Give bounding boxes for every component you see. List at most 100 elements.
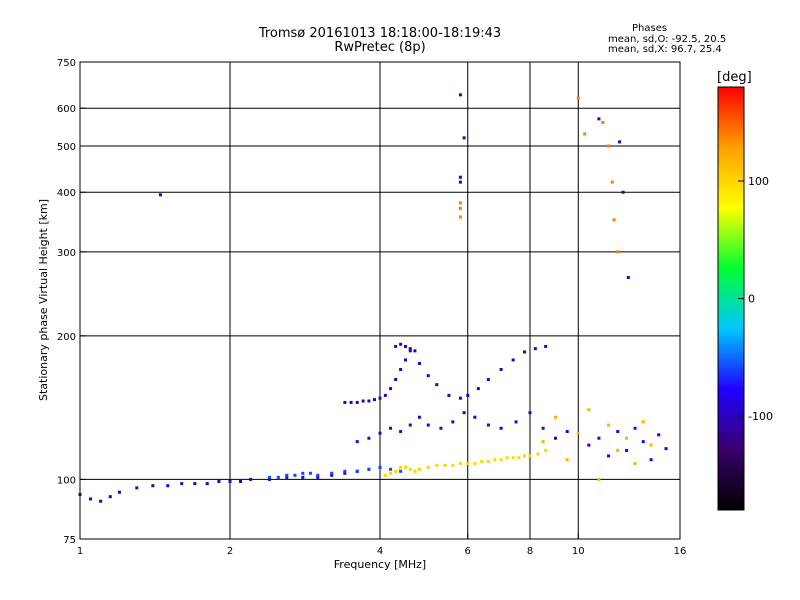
data-point bbox=[394, 377, 398, 381]
x-axis-label: Frequency [MHz] bbox=[334, 558, 426, 571]
data-point bbox=[597, 436, 601, 440]
data-point bbox=[587, 408, 591, 412]
data-point bbox=[443, 463, 447, 467]
data-point bbox=[466, 393, 470, 397]
data-point bbox=[399, 469, 403, 473]
y-tick-label: 300 bbox=[57, 248, 76, 259]
data-point bbox=[458, 215, 462, 219]
data-point bbox=[361, 399, 365, 403]
data-point bbox=[664, 447, 668, 451]
data-point bbox=[394, 344, 398, 348]
data-point bbox=[544, 344, 548, 348]
data-point bbox=[267, 475, 271, 479]
axis-ticks: 1 2 4 6 8 10 16 75 100 200 300 400 500 600 750 bbox=[57, 58, 686, 557]
x-tick-label: 6 bbox=[465, 546, 471, 557]
data-point bbox=[618, 140, 622, 144]
data-point bbox=[505, 456, 509, 460]
data-points bbox=[78, 93, 668, 503]
data-point bbox=[108, 495, 112, 499]
data-point bbox=[451, 463, 455, 467]
data-point bbox=[607, 454, 611, 458]
data-point bbox=[316, 475, 320, 479]
data-point bbox=[458, 180, 462, 184]
data-point bbox=[367, 467, 371, 471]
data-point bbox=[499, 426, 503, 430]
data-point bbox=[523, 454, 527, 458]
colorbar-ticks: 100 0 -100 bbox=[738, 175, 773, 423]
data-point bbox=[383, 473, 387, 477]
data-point bbox=[649, 443, 653, 447]
data-point bbox=[587, 443, 591, 447]
data-point bbox=[205, 482, 209, 486]
x-tick-label: 8 bbox=[527, 546, 533, 557]
data-point bbox=[403, 344, 407, 348]
colorbar-tick-label: -100 bbox=[748, 410, 773, 423]
data-point bbox=[349, 400, 353, 404]
data-point bbox=[451, 420, 455, 424]
data-point bbox=[151, 484, 155, 488]
data-point bbox=[389, 426, 393, 430]
data-point bbox=[633, 426, 637, 430]
data-point bbox=[517, 456, 521, 460]
data-point bbox=[625, 436, 629, 440]
colorbar-tick-label: 0 bbox=[748, 293, 755, 306]
data-point bbox=[408, 467, 412, 471]
data-point bbox=[626, 276, 630, 280]
data-point bbox=[408, 349, 412, 353]
data-point bbox=[408, 347, 412, 351]
data-point bbox=[426, 374, 430, 378]
data-point bbox=[417, 415, 421, 419]
data-point bbox=[373, 398, 377, 402]
data-point bbox=[180, 482, 184, 486]
data-point bbox=[633, 461, 637, 465]
data-point bbox=[657, 433, 661, 437]
data-point bbox=[217, 479, 221, 483]
data-point bbox=[499, 458, 503, 462]
y-tick-label: 200 bbox=[57, 332, 76, 343]
data-point bbox=[330, 471, 334, 475]
data-point bbox=[641, 440, 645, 444]
data-point bbox=[439, 426, 443, 430]
data-point bbox=[135, 486, 139, 490]
data-point bbox=[426, 423, 430, 427]
x-tick-label: 4 bbox=[377, 546, 383, 557]
data-point bbox=[473, 415, 477, 419]
data-point bbox=[166, 484, 170, 488]
data-point bbox=[541, 440, 545, 444]
data-point bbox=[473, 461, 477, 465]
data-point bbox=[528, 454, 532, 458]
data-point bbox=[476, 387, 480, 391]
data-point bbox=[301, 471, 305, 475]
data-point bbox=[616, 430, 620, 434]
phase-stats-o: mean, sd,O: -92.5, 20.5 bbox=[608, 34, 727, 45]
data-point bbox=[343, 400, 347, 404]
data-point bbox=[383, 393, 387, 397]
data-point bbox=[607, 423, 611, 427]
data-point bbox=[89, 497, 93, 501]
data-point bbox=[466, 461, 470, 465]
data-point bbox=[616, 448, 620, 452]
data-point bbox=[378, 465, 382, 469]
data-point bbox=[553, 436, 557, 440]
data-point bbox=[367, 436, 371, 440]
data-point bbox=[343, 471, 347, 475]
data-point bbox=[403, 465, 407, 469]
data-point bbox=[158, 193, 162, 197]
y-tick-label: 100 bbox=[57, 475, 76, 486]
data-point bbox=[435, 383, 439, 387]
data-point bbox=[293, 473, 297, 477]
data-point bbox=[565, 458, 569, 462]
data-point bbox=[408, 423, 412, 427]
data-point bbox=[413, 349, 417, 353]
data-point bbox=[355, 440, 359, 444]
data-point bbox=[99, 499, 103, 503]
data-point bbox=[458, 93, 462, 97]
data-point bbox=[511, 456, 515, 460]
data-point bbox=[378, 431, 382, 435]
data-point bbox=[612, 218, 616, 222]
data-point bbox=[389, 467, 393, 471]
data-point bbox=[553, 415, 557, 419]
data-point bbox=[117, 490, 121, 494]
data-point bbox=[607, 144, 611, 148]
